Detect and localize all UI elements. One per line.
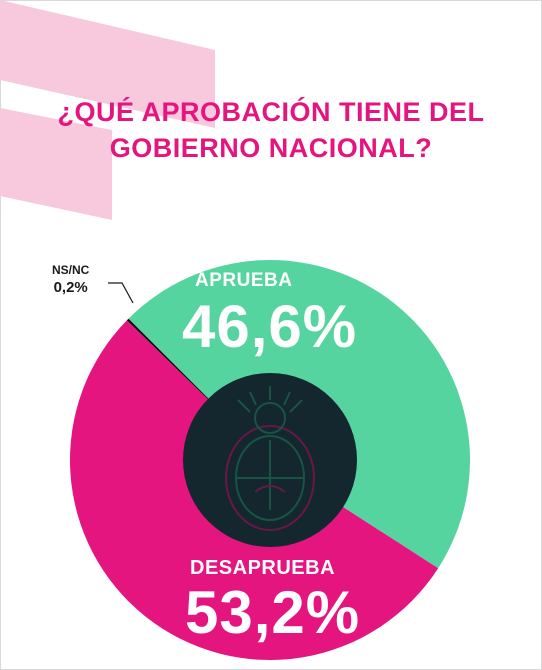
title-line-2: GOBIERNO NACIONAL?: [109, 133, 433, 163]
aprueba-category-label: APRUEBA: [195, 270, 293, 291]
desaprueba-category-label: DESAPRUEBA: [190, 557, 336, 579]
nsnc-category-label: NS/NC: [52, 263, 90, 277]
nsnc-leader-line: [108, 282, 134, 304]
argentine-coat-of-arms-icon: [225, 386, 315, 531]
nsnc-value-label: 0,2%: [53, 279, 88, 296]
aprueba-value-label: 46,6%: [182, 293, 358, 360]
page-title: ¿QUÉ APROBACIÓN TIENE DEL GOBIERNO NACIO…: [0, 94, 542, 166]
desaprueba-value-label: 53,2%: [185, 579, 361, 646]
title-line-1: ¿QUÉ APROBACIÓN TIENE DEL: [57, 97, 485, 127]
nsnc-label: NS/NC 0,2%: [52, 262, 89, 296]
